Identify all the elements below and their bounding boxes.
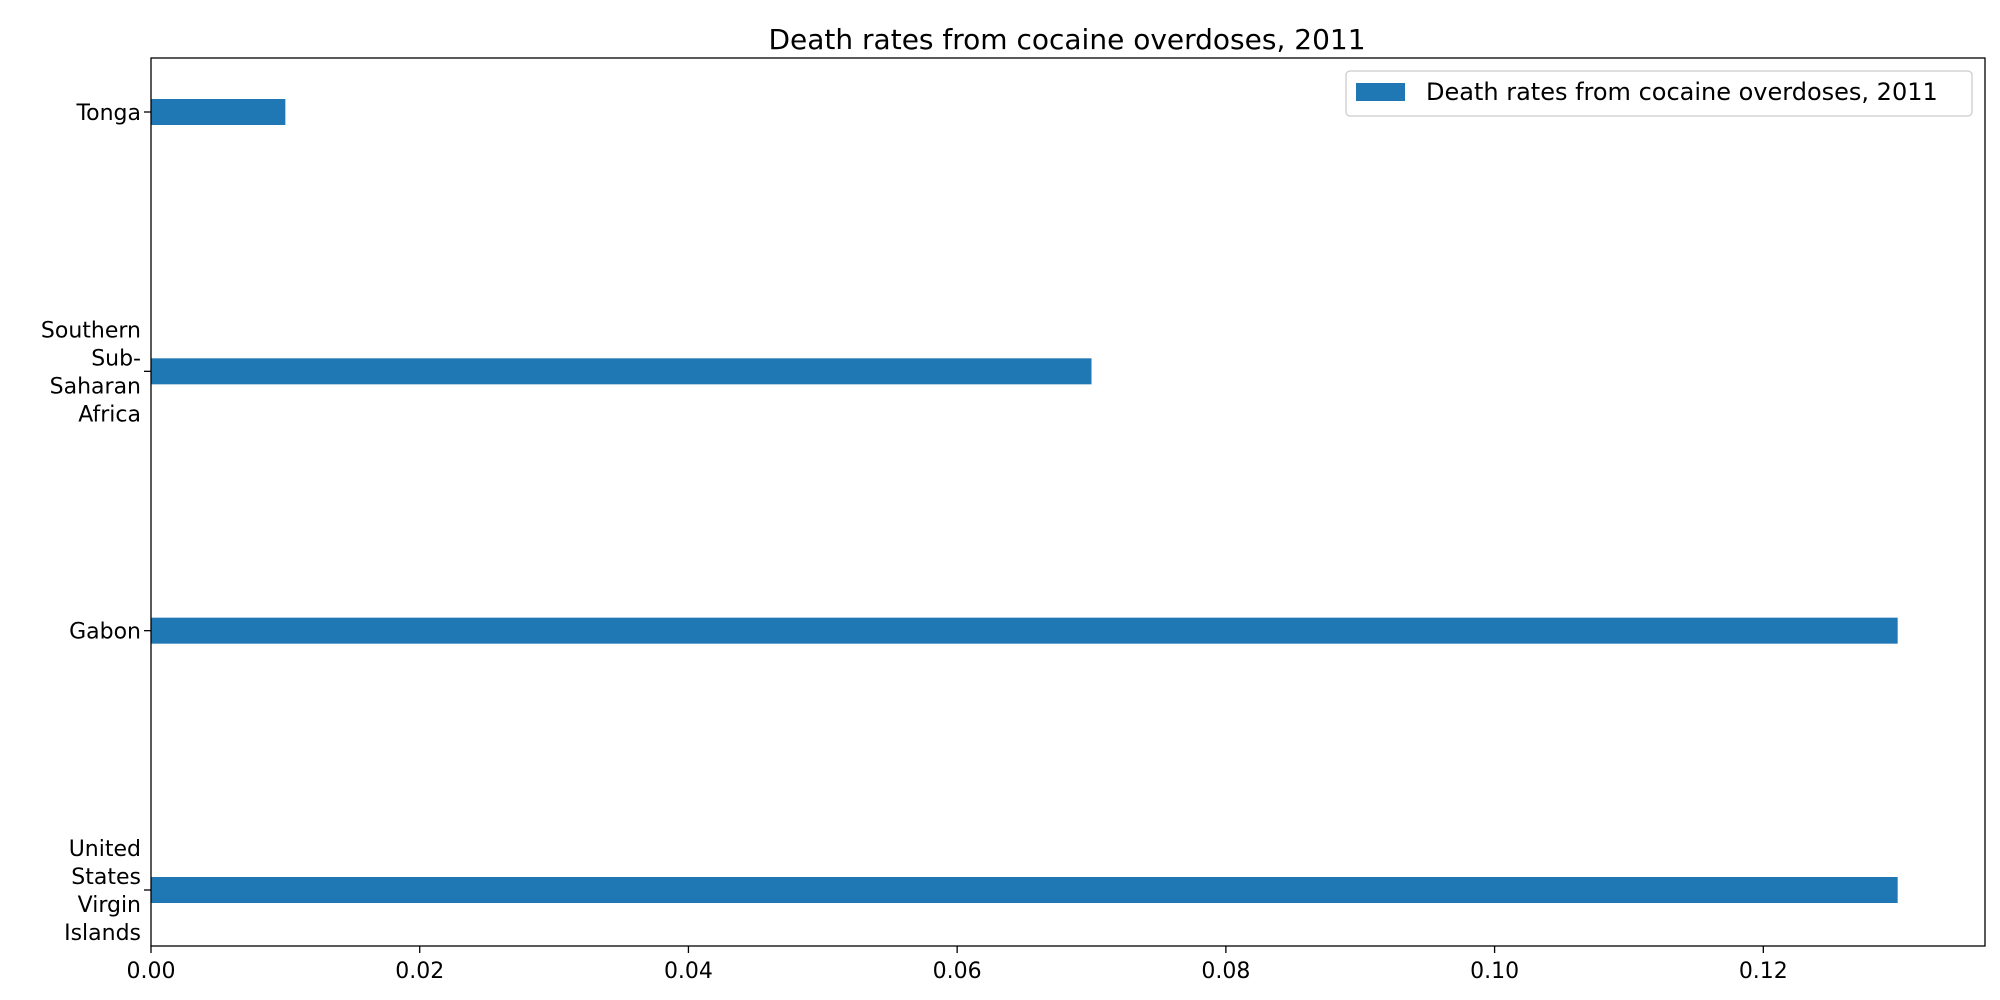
bar xyxy=(151,617,1898,644)
legend-box xyxy=(1345,70,1973,117)
x-axis: 0.00 0.02 0.04 0.06 0.08 0.10 0.12 xyxy=(127,946,1788,984)
legend-label: Death rates from cocaine overdoses, 2011 xyxy=(1426,78,1938,106)
y-tick-label: Gabon xyxy=(69,620,141,645)
legend-swatch xyxy=(1356,83,1405,101)
x-tick-label: 0.12 xyxy=(1739,959,1788,984)
bar xyxy=(151,99,286,125)
x-tick-label: 0.00 xyxy=(127,959,176,984)
y-tick-label: Tonga xyxy=(75,101,141,126)
x-tick-label: 0.08 xyxy=(1201,959,1250,984)
x-tick-label: 0.10 xyxy=(1470,959,1519,984)
y-axis: United States Virgin Islands Gabon Southern Su… xyxy=(41,101,151,946)
y-tick-label: Southern Sub-Saharan Africa xyxy=(41,318,141,427)
chart-title: Death rates from cocaine overdoses, 2011 xyxy=(768,23,1365,56)
bars-group xyxy=(151,99,1898,903)
x-tick-label: 0.04 xyxy=(664,959,713,984)
bar xyxy=(151,877,1898,903)
x-tick-label: 0.02 xyxy=(395,959,444,984)
plot-area-frame xyxy=(150,57,1986,947)
legend: Death rates from cocaine overdoses, 2011 xyxy=(1345,70,1973,117)
bar xyxy=(151,358,1092,385)
x-tick-label: 0.06 xyxy=(933,959,982,984)
y-tick-label: United States Virgin Islands xyxy=(64,837,141,946)
